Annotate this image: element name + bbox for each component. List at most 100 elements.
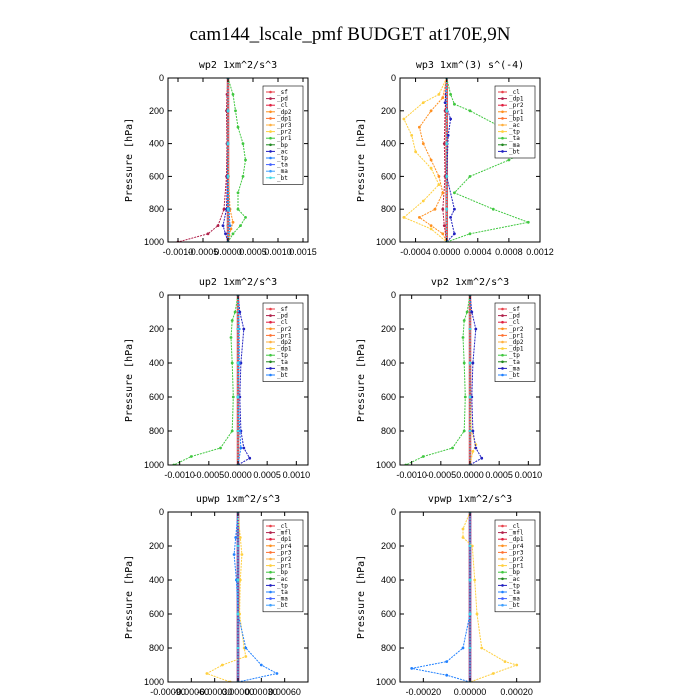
data-point	[221, 663, 224, 667]
legend-marker	[269, 570, 272, 574]
legend-entry: _pr3	[277, 122, 292, 129]
legend-entry: _cl	[509, 89, 520, 96]
data-point	[441, 207, 445, 211]
legend-entry: _ta	[277, 162, 288, 169]
legend-marker	[501, 590, 504, 594]
y-axis-label: Pressure [hPa]	[356, 555, 367, 639]
data-point	[441, 232, 445, 236]
x-tick-label: 0.0000	[224, 470, 252, 480]
data-point	[471, 450, 475, 453]
x-tick-label: 0.0015	[289, 247, 317, 257]
legend-entry: _ac	[509, 122, 520, 129]
data-point	[437, 93, 441, 96]
data-point	[248, 456, 252, 460]
legend-entry: _pr1	[509, 109, 524, 116]
series-line-pd	[177, 78, 229, 242]
legend-entry: _tp	[509, 352, 520, 359]
x-tick-label: -0.00020	[406, 687, 442, 697]
legend-entry: _ac	[509, 576, 520, 583]
legend-marker	[501, 103, 504, 107]
data-point	[461, 646, 465, 650]
data-point	[402, 117, 406, 121]
legend-entry: _ma	[509, 142, 520, 149]
data-point	[437, 183, 441, 187]
data-point	[236, 191, 240, 195]
data-point	[236, 125, 240, 129]
y-tick-label: 0	[159, 507, 164, 517]
legend-marker	[269, 327, 272, 331]
x-tick-label: 0.00000	[454, 687, 487, 697]
data-point	[224, 232, 227, 236]
legend-entry: _cl	[277, 319, 288, 326]
data-point	[222, 207, 226, 211]
y-tick-label: 1000	[144, 677, 164, 687]
legend-marker	[269, 353, 272, 357]
data-point	[468, 429, 472, 433]
legend-entry: _ta	[277, 359, 288, 366]
data-point	[231, 232, 235, 236]
data-point	[230, 361, 234, 365]
data-point	[226, 142, 230, 146]
data-point	[463, 395, 467, 399]
legend-entry: _dp1	[277, 346, 292, 353]
x-tick-label: -0.00090	[150, 687, 186, 697]
legend: _cl_dp1_pr2_pr1_bp1_ac_tp_ta_ma_bt	[494, 85, 536, 159]
y-tick-label: 1000	[144, 460, 164, 470]
legend-marker	[269, 314, 272, 317]
legend-marker	[501, 143, 504, 147]
data-point	[449, 93, 452, 96]
legend-entry: _ma	[509, 596, 520, 603]
legend-marker	[269, 340, 272, 344]
y-tick-label: 600	[381, 609, 396, 619]
legend-marker	[501, 564, 504, 567]
data-point	[468, 395, 472, 399]
y-tick-label: 800	[381, 426, 396, 436]
legend-entry: _pr1	[277, 135, 292, 142]
legend-marker	[501, 524, 504, 528]
data-point	[230, 429, 234, 433]
y-tick-label: 0	[391, 290, 396, 300]
data-point	[441, 96, 445, 100]
data-point	[491, 672, 495, 675]
data-point	[238, 578, 242, 582]
legend-marker	[501, 367, 504, 370]
panel-title: up2 1xm^2/s^3	[199, 277, 277, 288]
data-point	[445, 175, 449, 178]
data-point	[462, 361, 466, 365]
legend-marker	[501, 314, 504, 317]
data-point	[238, 310, 242, 314]
y-tick-label: 800	[381, 643, 396, 653]
data-point	[462, 429, 466, 433]
data-point	[429, 109, 433, 113]
data-point	[445, 142, 449, 146]
legend-entry: _tp	[277, 582, 288, 589]
data-point	[244, 216, 247, 219]
data-point	[229, 336, 233, 339]
panel-title: vp2 1xm^2/s^3	[431, 277, 509, 288]
data-point	[236, 429, 240, 433]
legend-entry: _dp1	[509, 536, 524, 543]
y-tick-label: 400	[149, 575, 164, 585]
data-point	[446, 134, 450, 137]
legend-marker	[269, 597, 272, 600]
legend-entry: _sf	[509, 306, 520, 313]
legend-marker	[269, 367, 272, 370]
series-group	[176, 78, 247, 242]
data-point	[468, 578, 472, 582]
y-tick-label: 200	[149, 541, 164, 551]
data-point	[231, 220, 235, 224]
legend-marker	[269, 584, 272, 587]
y-tick-label: 400	[381, 358, 396, 368]
legend-entry: _cl	[277, 523, 288, 530]
series-line-tp	[237, 295, 251, 465]
data-point	[244, 646, 248, 650]
data-point	[462, 319, 466, 322]
legend-entry: _pr1	[277, 563, 292, 570]
data-point	[234, 109, 237, 113]
legend-entry: _cl	[509, 319, 520, 326]
legend-marker	[501, 557, 504, 561]
y-tick-label: 400	[149, 139, 164, 149]
x-tick-label: 0.0005	[253, 470, 281, 480]
legend-entry: _bt	[509, 148, 520, 155]
data-point	[470, 310, 474, 314]
